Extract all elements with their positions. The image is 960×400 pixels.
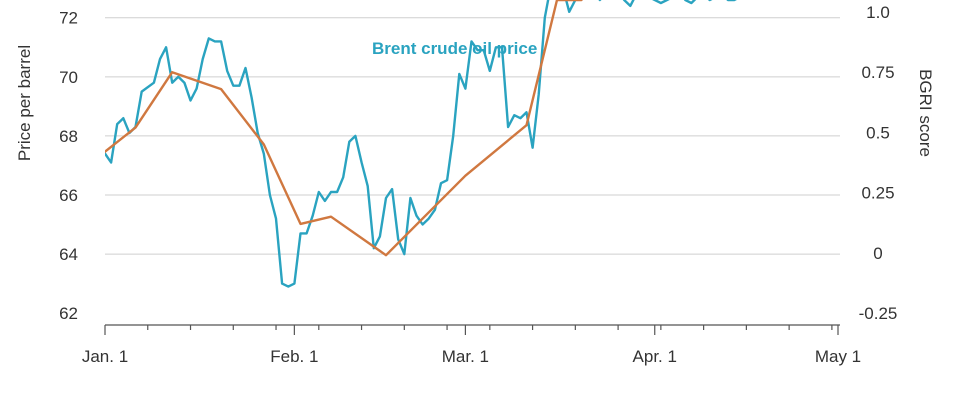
series-line-brent — [105, 0, 737, 288]
x-tick-label: Feb. 1 — [270, 347, 318, 366]
y-tick-label: 66 — [59, 186, 78, 205]
x-tick-label: May 1 — [815, 347, 861, 366]
x-tick-label: Jan. 1 — [82, 347, 128, 366]
y2-tick-label: -0.25 — [859, 304, 898, 323]
y-tick-label: 62 — [59, 304, 78, 323]
y2-tick-label: 0 — [873, 244, 882, 263]
y2-axis-title: BGRI score — [916, 69, 935, 157]
right-axis-ticks: -0.25 0 0.25 0.5 0.75 1.0 — [859, 3, 898, 323]
series-line-bgri — [105, 0, 583, 257]
left-axis-ticks: 62 64 66 68 70 72 — [59, 9, 78, 323]
y2-tick-label: 1.0 — [866, 3, 890, 22]
y-tick-label: 64 — [59, 245, 78, 264]
y-tick-label: 70 — [59, 68, 78, 87]
x-axis: Jan. 1 Feb. 1 Mar. 1 Apr. 1 May 1 — [82, 324, 861, 366]
series-label-brent: Brent crude oil price — [372, 39, 537, 58]
grid-layer — [105, 17, 840, 255]
y2-tick-label: 0.25 — [861, 184, 894, 203]
y-axis-title: Price per barrel — [15, 45, 34, 161]
y-tick-label: 72 — [59, 9, 78, 28]
series-layer — [105, 0, 737, 288]
x-tick-label: Apr. 1 — [633, 347, 677, 366]
x-tick-label: Mar. 1 — [442, 347, 489, 366]
y2-tick-label: 0.75 — [861, 63, 894, 82]
y-tick-label: 68 — [59, 127, 78, 146]
y2-tick-label: 0.5 — [866, 123, 890, 142]
